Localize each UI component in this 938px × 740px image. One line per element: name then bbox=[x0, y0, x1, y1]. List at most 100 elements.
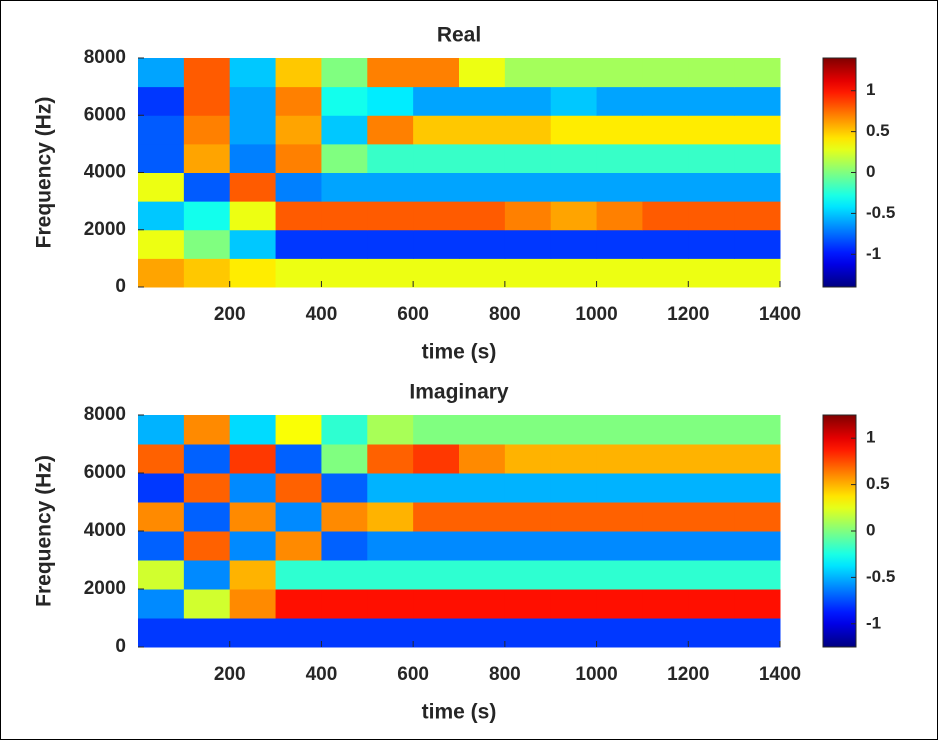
heatmap-cell bbox=[413, 473, 460, 503]
colorbar bbox=[822, 57, 857, 288]
heatmap-cell bbox=[183, 560, 231, 590]
heatmap-cell bbox=[275, 444, 322, 474]
heatmap-cell bbox=[183, 415, 231, 445]
heatmap-cell bbox=[183, 589, 231, 619]
heatmap-cell bbox=[642, 444, 689, 474]
heatmap-cell bbox=[596, 201, 643, 231]
heatmap-cell bbox=[734, 415, 781, 445]
heatmap-cell bbox=[229, 415, 277, 445]
heatmap-cell bbox=[138, 201, 185, 231]
heatmap-cell bbox=[550, 201, 598, 231]
heatmap-cell bbox=[229, 201, 277, 231]
heatmap-cell bbox=[734, 560, 781, 590]
heatmap-cell bbox=[688, 172, 735, 202]
heatmap-cell bbox=[459, 473, 506, 503]
colorbar-tick-label: -0.5 bbox=[866, 203, 895, 222]
heatmap-cell bbox=[138, 86, 185, 116]
heatmap-cell bbox=[321, 560, 368, 590]
heatmap-cell bbox=[413, 444, 460, 474]
heatmap-cell bbox=[688, 444, 735, 474]
heatmap-cell bbox=[459, 143, 506, 173]
y-tick-label: 4000 bbox=[84, 162, 126, 183]
heatmap-cell bbox=[550, 229, 598, 259]
heatmap-cell bbox=[459, 531, 506, 561]
heatmap-cell bbox=[275, 502, 322, 532]
heatmap-cell bbox=[734, 201, 781, 231]
heatmap-cell bbox=[229, 589, 277, 619]
colorbar-tick-label: 0.5 bbox=[866, 474, 890, 493]
heatmap-cell bbox=[504, 589, 552, 619]
heatmap-cell bbox=[321, 58, 368, 88]
heatmap-cell bbox=[138, 415, 185, 445]
heatmap-cell bbox=[688, 115, 735, 145]
x-tick-label: 200 bbox=[214, 304, 246, 325]
heatmap-cell bbox=[550, 502, 598, 532]
heatmap-cell bbox=[183, 143, 231, 173]
y-tick-label: 6000 bbox=[84, 462, 126, 483]
x-tick-label: 600 bbox=[397, 304, 429, 325]
heatmap-cell bbox=[229, 473, 277, 503]
heatmap-cell bbox=[321, 86, 368, 116]
heatmap-cell bbox=[229, 172, 277, 202]
heatmap-cell bbox=[596, 229, 643, 259]
heatmap-cell bbox=[413, 502, 460, 532]
y-tick-label: 8000 bbox=[84, 47, 126, 68]
heatmap-cell bbox=[229, 58, 277, 88]
heatmap-cell bbox=[229, 444, 277, 474]
x-tick-label: 1200 bbox=[667, 664, 709, 685]
heatmap-cell bbox=[138, 172, 185, 202]
chart-title: Imaginary bbox=[409, 381, 509, 404]
heatmap-cell bbox=[642, 560, 689, 590]
heatmap-cell bbox=[275, 560, 322, 590]
heatmap-cell bbox=[413, 58, 460, 88]
heatmap-cell bbox=[688, 531, 735, 561]
heatmap-cell bbox=[642, 143, 689, 173]
heatmap-cell bbox=[321, 473, 368, 503]
heatmap-cell bbox=[734, 115, 781, 145]
heatmap-cell bbox=[688, 589, 735, 619]
heatmap-cell bbox=[688, 618, 735, 648]
heatmap-cell bbox=[550, 86, 598, 116]
heatmap-cell bbox=[459, 172, 506, 202]
heatmap-cell bbox=[229, 618, 277, 648]
heatmap-cell bbox=[275, 589, 322, 619]
heatmap-cell bbox=[459, 229, 506, 259]
heatmap-cell bbox=[138, 502, 185, 532]
heatmap-cell bbox=[138, 143, 185, 173]
heatmap-cell bbox=[642, 531, 689, 561]
y-tick-label: 4000 bbox=[84, 520, 126, 541]
heatmap-cell bbox=[321, 201, 368, 231]
heatmap-cell bbox=[138, 589, 185, 619]
heatmap-cell bbox=[459, 86, 506, 116]
heatmap-cell bbox=[321, 229, 368, 259]
heatmap-cell bbox=[596, 86, 643, 116]
heatmap-cell bbox=[504, 58, 552, 88]
heatmap-cell bbox=[688, 143, 735, 173]
heatmap-cell bbox=[275, 618, 322, 648]
heatmap-cell bbox=[138, 444, 185, 474]
heatmap-cell bbox=[550, 531, 598, 561]
heatmap-cell bbox=[642, 589, 689, 619]
heatmap-cell bbox=[275, 531, 322, 561]
heatmap-cell bbox=[367, 58, 414, 88]
heatmap-cell bbox=[642, 229, 689, 259]
heatmap-cell bbox=[367, 415, 414, 445]
heatmap-cell bbox=[734, 143, 781, 173]
heatmap-cell bbox=[596, 258, 643, 288]
heatmap-cell bbox=[734, 86, 781, 116]
heatmap-cell bbox=[275, 58, 322, 88]
heatmap-cell bbox=[275, 229, 322, 259]
colorbar-tick-label: -1 bbox=[866, 244, 881, 263]
heatmap-cell bbox=[504, 115, 552, 145]
heatmap-cell bbox=[275, 172, 322, 202]
x-tick-label: 1400 bbox=[759, 304, 801, 325]
heatmap-cell bbox=[183, 444, 231, 474]
heatmap-cell bbox=[367, 86, 414, 116]
colorbar-tick-label: 0 bbox=[866, 162, 875, 181]
y-tick-label: 8000 bbox=[84, 404, 126, 425]
x-tick-label: 1000 bbox=[575, 304, 617, 325]
heatmap-cell bbox=[275, 143, 322, 173]
heatmap-cell bbox=[138, 258, 185, 288]
heatmap-cell bbox=[229, 143, 277, 173]
